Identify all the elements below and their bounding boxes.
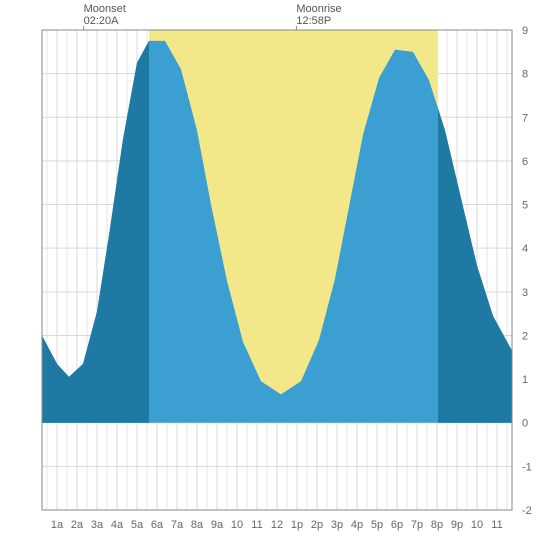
x-tick-label: 6a	[151, 519, 164, 531]
moon-event-name: Moonset	[84, 3, 126, 15]
y-tick-label: 3	[522, 287, 528, 299]
x-tick-label: 2a	[71, 519, 84, 531]
x-tick-label: 5p	[371, 519, 383, 531]
y-tick-label: 5	[522, 200, 528, 212]
y-tick-label: 7	[522, 112, 528, 124]
moon-event-name: Moonrise	[296, 3, 341, 15]
x-tick-label: 12	[271, 519, 283, 531]
x-tick-label: 2p	[311, 519, 323, 531]
y-tick-label: 8	[522, 69, 528, 81]
x-tick-label: 10	[471, 519, 483, 531]
y-tick-label: 0	[522, 418, 528, 430]
y-tick-label: -2	[522, 505, 532, 517]
chart-svg: -2-101234567891a2a3a4a5a6a7a8a9a1011121p…	[0, 0, 550, 550]
x-tick-label: 1p	[291, 519, 303, 531]
moon-event-time: 12:58P	[296, 15, 331, 27]
x-tick-label: 4a	[111, 519, 124, 531]
moon-event-time: 02:20A	[84, 15, 120, 27]
x-tick-label: 11	[491, 519, 502, 531]
x-tick-label: 8a	[191, 519, 204, 531]
x-tick-label: 9p	[451, 519, 463, 531]
y-tick-label: 2	[522, 330, 528, 342]
x-tick-label: 1a	[51, 519, 64, 531]
y-tick-label: 1	[522, 374, 528, 386]
y-tick-label: 4	[522, 243, 528, 255]
x-tick-label: 7a	[171, 519, 184, 531]
x-tick-label: 11	[251, 519, 262, 531]
x-tick-label: 8p	[431, 519, 443, 531]
tide-chart: -2-101234567891a2a3a4a5a6a7a8a9a1011121p…	[0, 0, 550, 550]
x-tick-label: 3p	[331, 519, 343, 531]
x-tick-label: 10	[231, 519, 243, 531]
x-tick-label: 9a	[211, 519, 224, 531]
y-tick-label: -1	[522, 461, 532, 473]
x-tick-label: 4p	[351, 519, 363, 531]
y-tick-label: 6	[522, 156, 528, 168]
x-tick-label: 3a	[91, 519, 104, 531]
x-tick-label: 5a	[131, 519, 144, 531]
x-tick-label: 6p	[391, 519, 403, 531]
x-tick-label: 7p	[411, 519, 423, 531]
y-tick-label: 9	[522, 25, 528, 37]
